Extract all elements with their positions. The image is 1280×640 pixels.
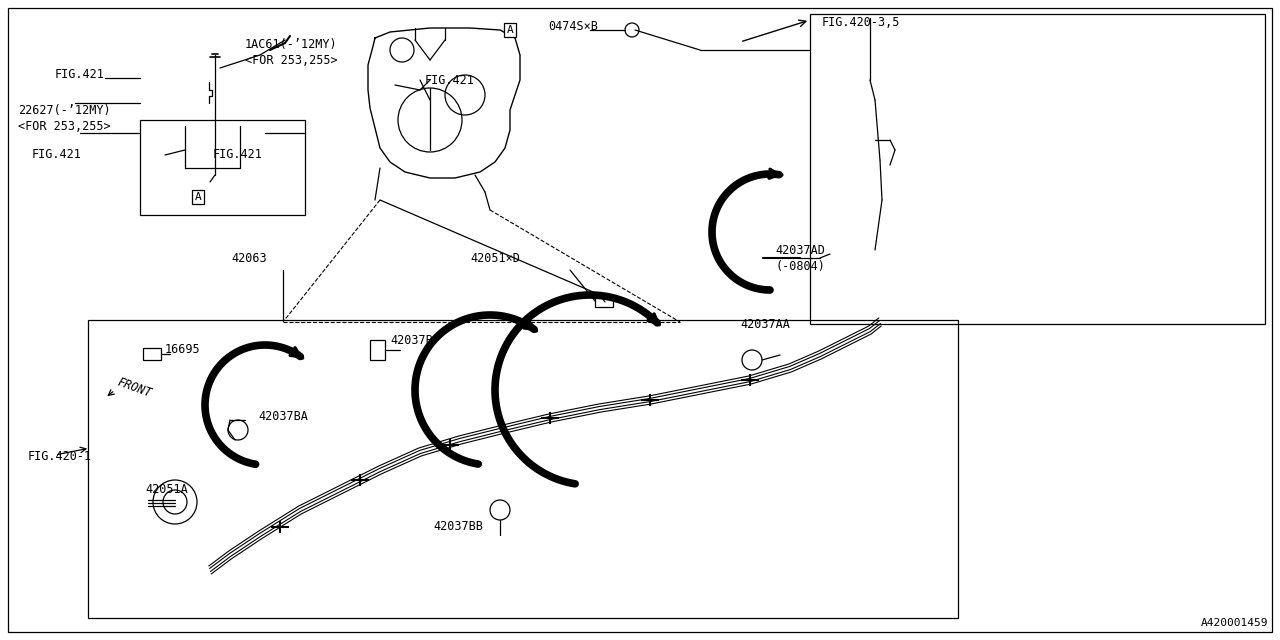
Text: FRONT: FRONT [115,376,152,400]
Text: 42051A: 42051A [145,483,188,496]
Text: 1AC61(-’12MY)
<FOR 253,255>: 1AC61(-’12MY) <FOR 253,255> [244,38,338,67]
Text: FIG.421: FIG.421 [212,148,262,161]
Text: 42037BA: 42037BA [259,410,308,423]
Bar [810,14,1265,324]
Text: FIG.421: FIG.421 [425,74,475,87]
Text: 42037BB: 42037BB [433,520,483,533]
Text: A420001459: A420001459 [1201,618,1268,628]
Text: 22627(-’12MY)
<FOR 253,255>: 22627(-’12MY) <FOR 253,255> [18,104,110,133]
Text: 16695: 16695 [165,343,201,356]
Text: 42063: 42063 [230,252,266,265]
Text: A: A [507,25,513,35]
Text: 42037AA: 42037AA [740,318,790,331]
Bar [140,120,305,215]
Text: FIG.421: FIG.421 [32,148,82,161]
Text: 42037AD
(-0804): 42037AD (-0804) [774,244,824,273]
Text: FIG.420-1: FIG.420-1 [28,450,92,463]
Bar [88,320,957,618]
Text: 42037B: 42037B [390,334,433,347]
Bar [370,340,385,360]
Text: FIG.421: FIG.421 [55,68,105,81]
Text: 0474S×B: 0474S×B [548,20,598,33]
Bar [143,348,161,360]
Text: 42051×D: 42051×D [470,252,520,265]
Text: A: A [195,192,201,202]
Bar [595,295,613,307]
Text: FIG.420-3,5: FIG.420-3,5 [822,16,900,29]
